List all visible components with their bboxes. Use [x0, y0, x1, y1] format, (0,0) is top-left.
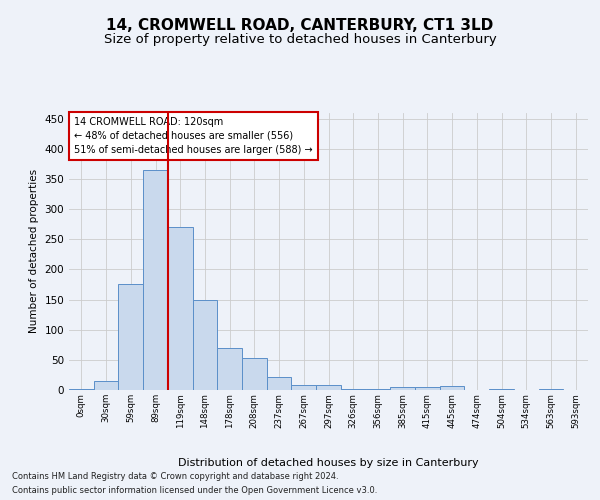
Bar [390, 387, 415, 390]
Bar [267, 376, 292, 390]
Bar [341, 389, 365, 390]
Bar [365, 389, 390, 390]
Bar [539, 389, 563, 390]
Y-axis label: Number of detached properties: Number of detached properties [29, 169, 39, 334]
Bar [440, 386, 464, 390]
Bar [316, 385, 341, 390]
Bar [242, 358, 267, 390]
Text: Contains public sector information licensed under the Open Government Licence v3: Contains public sector information licen… [12, 486, 377, 495]
Text: 14 CROMWELL ROAD: 120sqm
← 48% of detached houses are smaller (556)
51% of semi-: 14 CROMWELL ROAD: 120sqm ← 48% of detach… [74, 116, 313, 154]
Bar [118, 284, 143, 390]
Bar [292, 385, 316, 390]
Text: Distribution of detached houses by size in Canterbury: Distribution of detached houses by size … [178, 458, 479, 468]
Text: 14, CROMWELL ROAD, CANTERBURY, CT1 3LD: 14, CROMWELL ROAD, CANTERBURY, CT1 3LD [106, 18, 494, 32]
Bar [217, 348, 242, 390]
Text: Size of property relative to detached houses in Canterbury: Size of property relative to detached ho… [104, 32, 496, 46]
Bar [69, 389, 94, 390]
Text: Contains HM Land Registry data © Crown copyright and database right 2024.: Contains HM Land Registry data © Crown c… [12, 472, 338, 481]
Bar [143, 170, 168, 390]
Bar [415, 387, 440, 390]
Bar [94, 381, 118, 390]
Bar [168, 227, 193, 390]
Bar [193, 300, 217, 390]
